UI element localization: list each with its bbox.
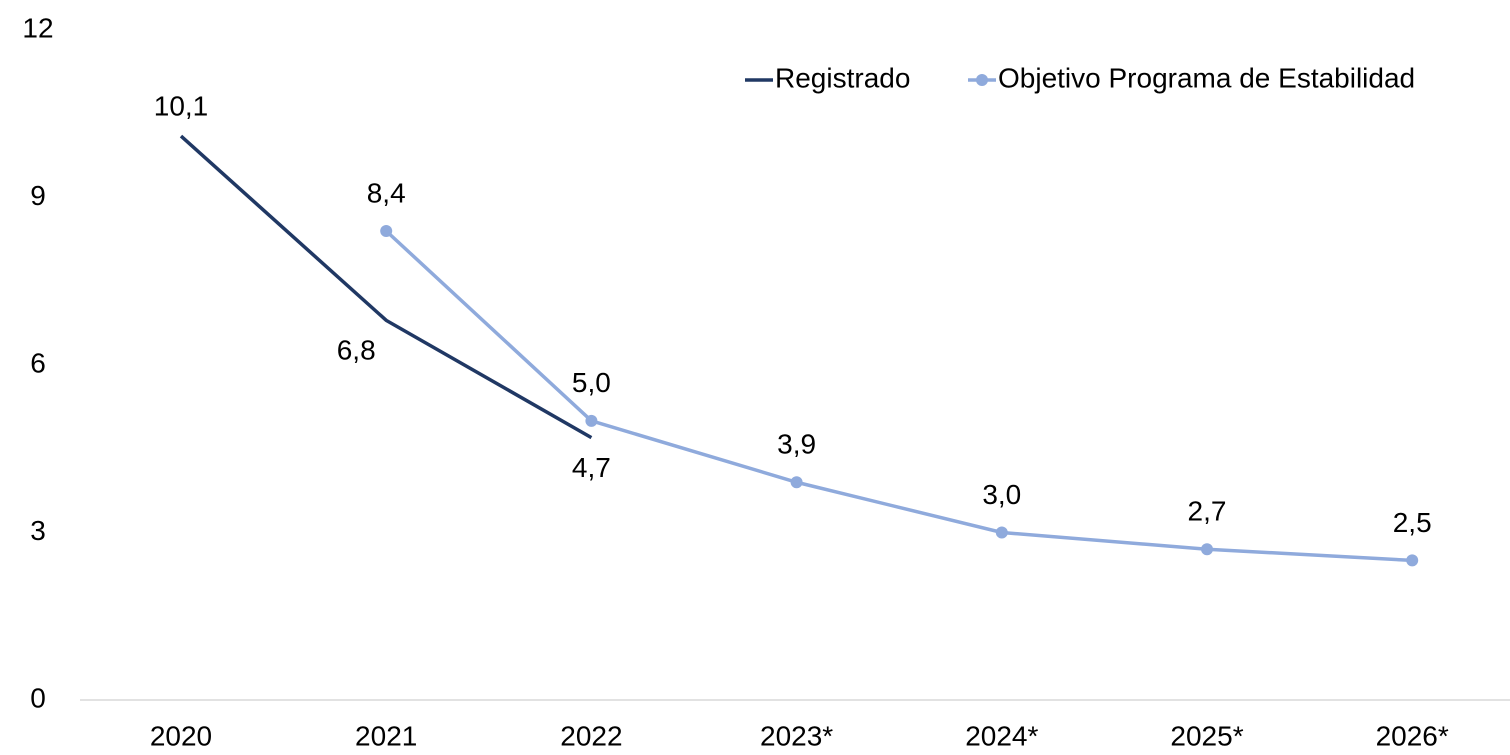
- data-label: 5,0: [572, 367, 611, 398]
- marker: [995, 526, 1008, 539]
- marker: [380, 225, 393, 237]
- y-tick-label: 6: [30, 347, 46, 378]
- x-tick-label: 2020: [150, 720, 212, 751]
- data-label: 4,7: [572, 452, 611, 483]
- x-tick-label: 2023*: [760, 720, 833, 751]
- data-label: 2,5: [1393, 507, 1432, 538]
- marker: [790, 476, 803, 489]
- legend-marker: [976, 74, 988, 86]
- x-tick-label: 2025*: [1170, 720, 1243, 751]
- legend-label: Objetivo Programa de Estabilidad: [998, 62, 1415, 93]
- marker: [1201, 543, 1213, 556]
- y-tick-label: 0: [30, 682, 46, 713]
- series-line: [385, 229, 1413, 563]
- y-tick-label: 9: [30, 180, 46, 211]
- data-label: 10,1: [154, 90, 209, 121]
- data-label: 3,9: [777, 429, 816, 460]
- x-tick-label: 2021: [355, 720, 417, 751]
- data-label: 2,7: [1188, 496, 1227, 527]
- data-label: 3,0: [982, 479, 1021, 510]
- series-line: [179, 134, 593, 440]
- y-tick-label: 12: [22, 12, 53, 43]
- x-tick-label: 2022: [560, 720, 622, 751]
- x-tick-label: 2024*: [965, 720, 1038, 751]
- data-label: 6,8: [337, 335, 376, 366]
- marker: [1406, 554, 1419, 567]
- legend-label: Registrado: [775, 62, 910, 93]
- y-tick-label: 3: [30, 515, 46, 546]
- marker: [585, 414, 598, 427]
- data-label: 8,4: [367, 177, 406, 208]
- x-tick-label: 2026*: [1376, 720, 1449, 751]
